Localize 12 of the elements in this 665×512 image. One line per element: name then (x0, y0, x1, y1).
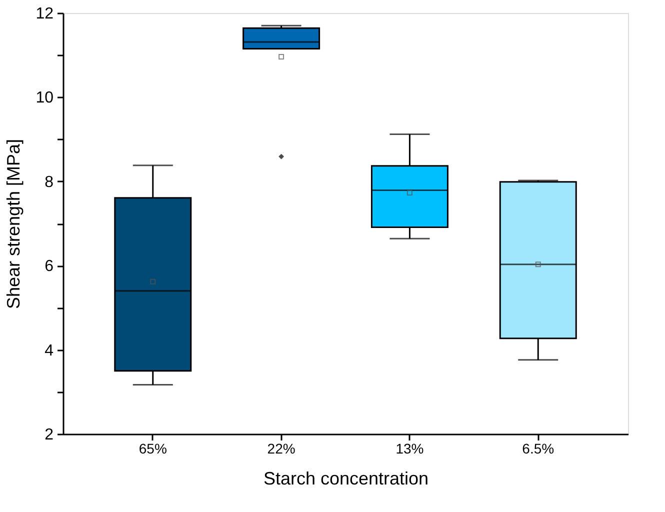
x-tick-label: 65% (138, 440, 167, 456)
x-tick-label: 6.5% (522, 440, 554, 456)
y-tick-label: 2 (44, 426, 54, 444)
x-tick-label: 22% (267, 440, 296, 456)
y-tick-label: 4 (44, 342, 54, 360)
x-axis-title: Starch concentration (263, 468, 429, 488)
y-tick-label: 8 (44, 174, 54, 191)
x-tick-label: 13% (396, 440, 424, 456)
y-tick-label: 12 (36, 6, 54, 22)
y-tick-label: 10 (36, 90, 54, 107)
y-tick-label: 6 (44, 258, 54, 276)
y-axis-title: Shear strength [MPa] (4, 138, 24, 310)
